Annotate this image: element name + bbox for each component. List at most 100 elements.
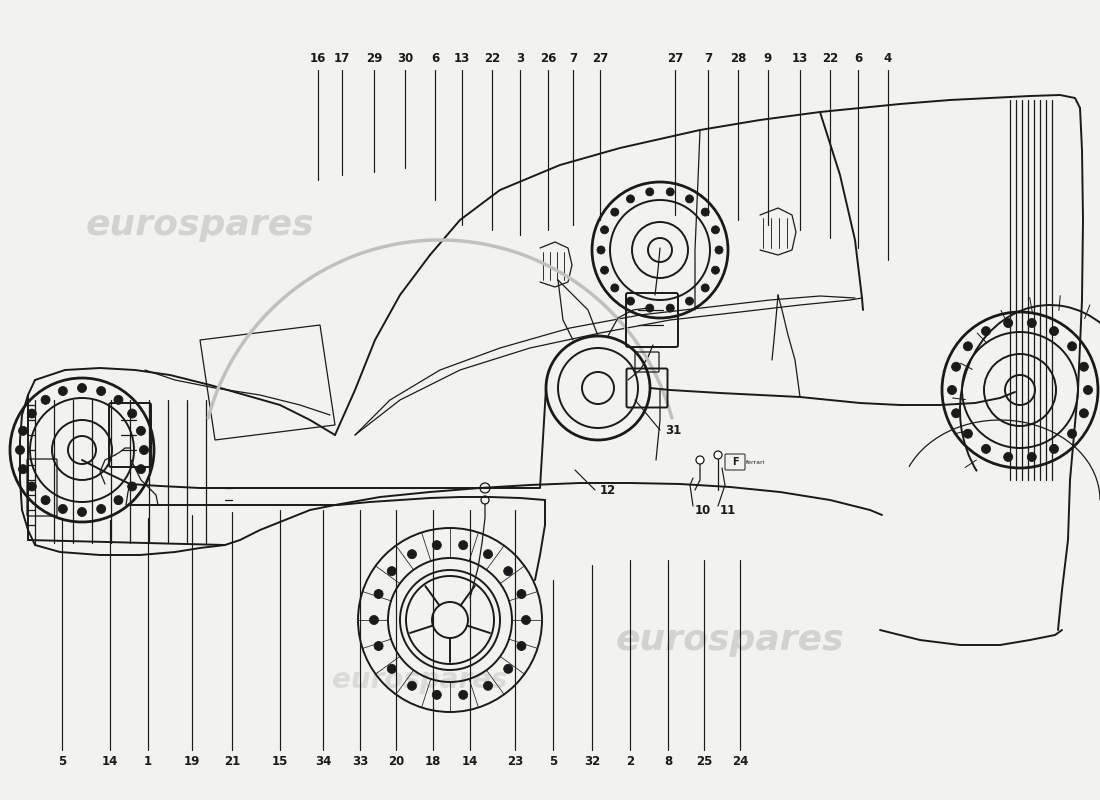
Circle shape <box>1027 453 1036 462</box>
Text: 11: 11 <box>720 503 736 517</box>
Text: F: F <box>732 457 738 467</box>
Text: 25: 25 <box>696 755 712 768</box>
Text: 27: 27 <box>592 52 608 65</box>
Circle shape <box>610 208 619 216</box>
Circle shape <box>58 386 67 395</box>
Text: 6: 6 <box>854 52 862 65</box>
Circle shape <box>1079 409 1088 418</box>
Text: 1: 1 <box>144 755 152 768</box>
Circle shape <box>1068 430 1077 438</box>
Text: 15: 15 <box>272 755 288 768</box>
Circle shape <box>715 246 723 254</box>
Circle shape <box>504 664 513 674</box>
Circle shape <box>484 550 493 558</box>
Circle shape <box>521 615 530 625</box>
Circle shape <box>136 465 145 474</box>
Circle shape <box>1079 362 1088 371</box>
Text: 26: 26 <box>540 52 557 65</box>
Circle shape <box>407 550 417 558</box>
Circle shape <box>964 342 972 350</box>
Circle shape <box>712 226 719 234</box>
Circle shape <box>114 395 123 404</box>
Text: 14: 14 <box>102 755 118 768</box>
Text: 20: 20 <box>388 755 404 768</box>
Circle shape <box>696 456 704 464</box>
Circle shape <box>601 266 608 274</box>
Circle shape <box>964 430 972 438</box>
Circle shape <box>646 304 653 312</box>
Circle shape <box>517 590 526 598</box>
Text: 13: 13 <box>454 52 470 65</box>
Circle shape <box>97 386 106 395</box>
Circle shape <box>504 566 513 576</box>
Text: eurospares: eurospares <box>332 666 508 694</box>
Circle shape <box>459 541 468 550</box>
Circle shape <box>459 690 468 699</box>
Circle shape <box>1049 326 1058 336</box>
Text: 32: 32 <box>584 755 601 768</box>
Text: 28: 28 <box>729 52 746 65</box>
Circle shape <box>646 188 653 196</box>
Circle shape <box>374 590 383 598</box>
Text: 31: 31 <box>666 423 681 437</box>
Text: 23: 23 <box>507 755 524 768</box>
Circle shape <box>114 496 123 505</box>
Circle shape <box>140 446 148 454</box>
Circle shape <box>19 426 28 435</box>
Circle shape <box>981 444 990 454</box>
Circle shape <box>1068 342 1077 350</box>
Circle shape <box>1003 318 1013 327</box>
Circle shape <box>610 284 619 292</box>
Text: 7: 7 <box>569 52 578 65</box>
Circle shape <box>952 409 960 418</box>
Text: 10: 10 <box>695 503 712 517</box>
Text: 12: 12 <box>600 483 616 497</box>
Circle shape <box>58 505 67 514</box>
Text: 14: 14 <box>462 755 478 768</box>
Text: 3: 3 <box>516 52 524 65</box>
Circle shape <box>97 505 106 514</box>
Text: eurospares: eurospares <box>616 623 845 657</box>
Circle shape <box>28 482 36 491</box>
Circle shape <box>981 326 990 336</box>
Circle shape <box>128 482 136 491</box>
Text: eurospares: eurospares <box>86 208 315 242</box>
Circle shape <box>952 362 960 371</box>
Text: 21: 21 <box>224 755 240 768</box>
Text: 9: 9 <box>763 52 772 65</box>
Circle shape <box>627 195 635 203</box>
Circle shape <box>685 195 693 203</box>
Circle shape <box>41 395 51 404</box>
Circle shape <box>432 541 441 550</box>
Circle shape <box>77 507 87 517</box>
Circle shape <box>15 446 24 454</box>
Text: ferrari: ferrari <box>746 459 766 465</box>
Text: 27: 27 <box>667 52 683 65</box>
Text: 22: 22 <box>822 52 838 65</box>
Circle shape <box>667 188 674 196</box>
Text: 29: 29 <box>366 52 382 65</box>
Circle shape <box>1084 386 1092 394</box>
Text: 33: 33 <box>352 755 368 768</box>
Circle shape <box>387 664 396 674</box>
Circle shape <box>597 246 605 254</box>
Text: 8: 8 <box>664 755 672 768</box>
Circle shape <box>128 409 136 418</box>
Text: 19: 19 <box>184 755 200 768</box>
Circle shape <box>667 304 674 312</box>
Circle shape <box>1027 318 1036 327</box>
Circle shape <box>77 383 87 393</box>
Circle shape <box>685 297 693 305</box>
Text: 16: 16 <box>310 52 327 65</box>
Text: 17: 17 <box>334 52 350 65</box>
Circle shape <box>517 642 526 650</box>
Circle shape <box>19 465 28 474</box>
Circle shape <box>41 496 51 505</box>
Circle shape <box>374 642 383 650</box>
Circle shape <box>1049 444 1058 454</box>
Circle shape <box>484 682 493 690</box>
Text: 6: 6 <box>431 52 439 65</box>
Circle shape <box>701 208 710 216</box>
Text: 4: 4 <box>884 52 892 65</box>
Circle shape <box>370 615 378 625</box>
